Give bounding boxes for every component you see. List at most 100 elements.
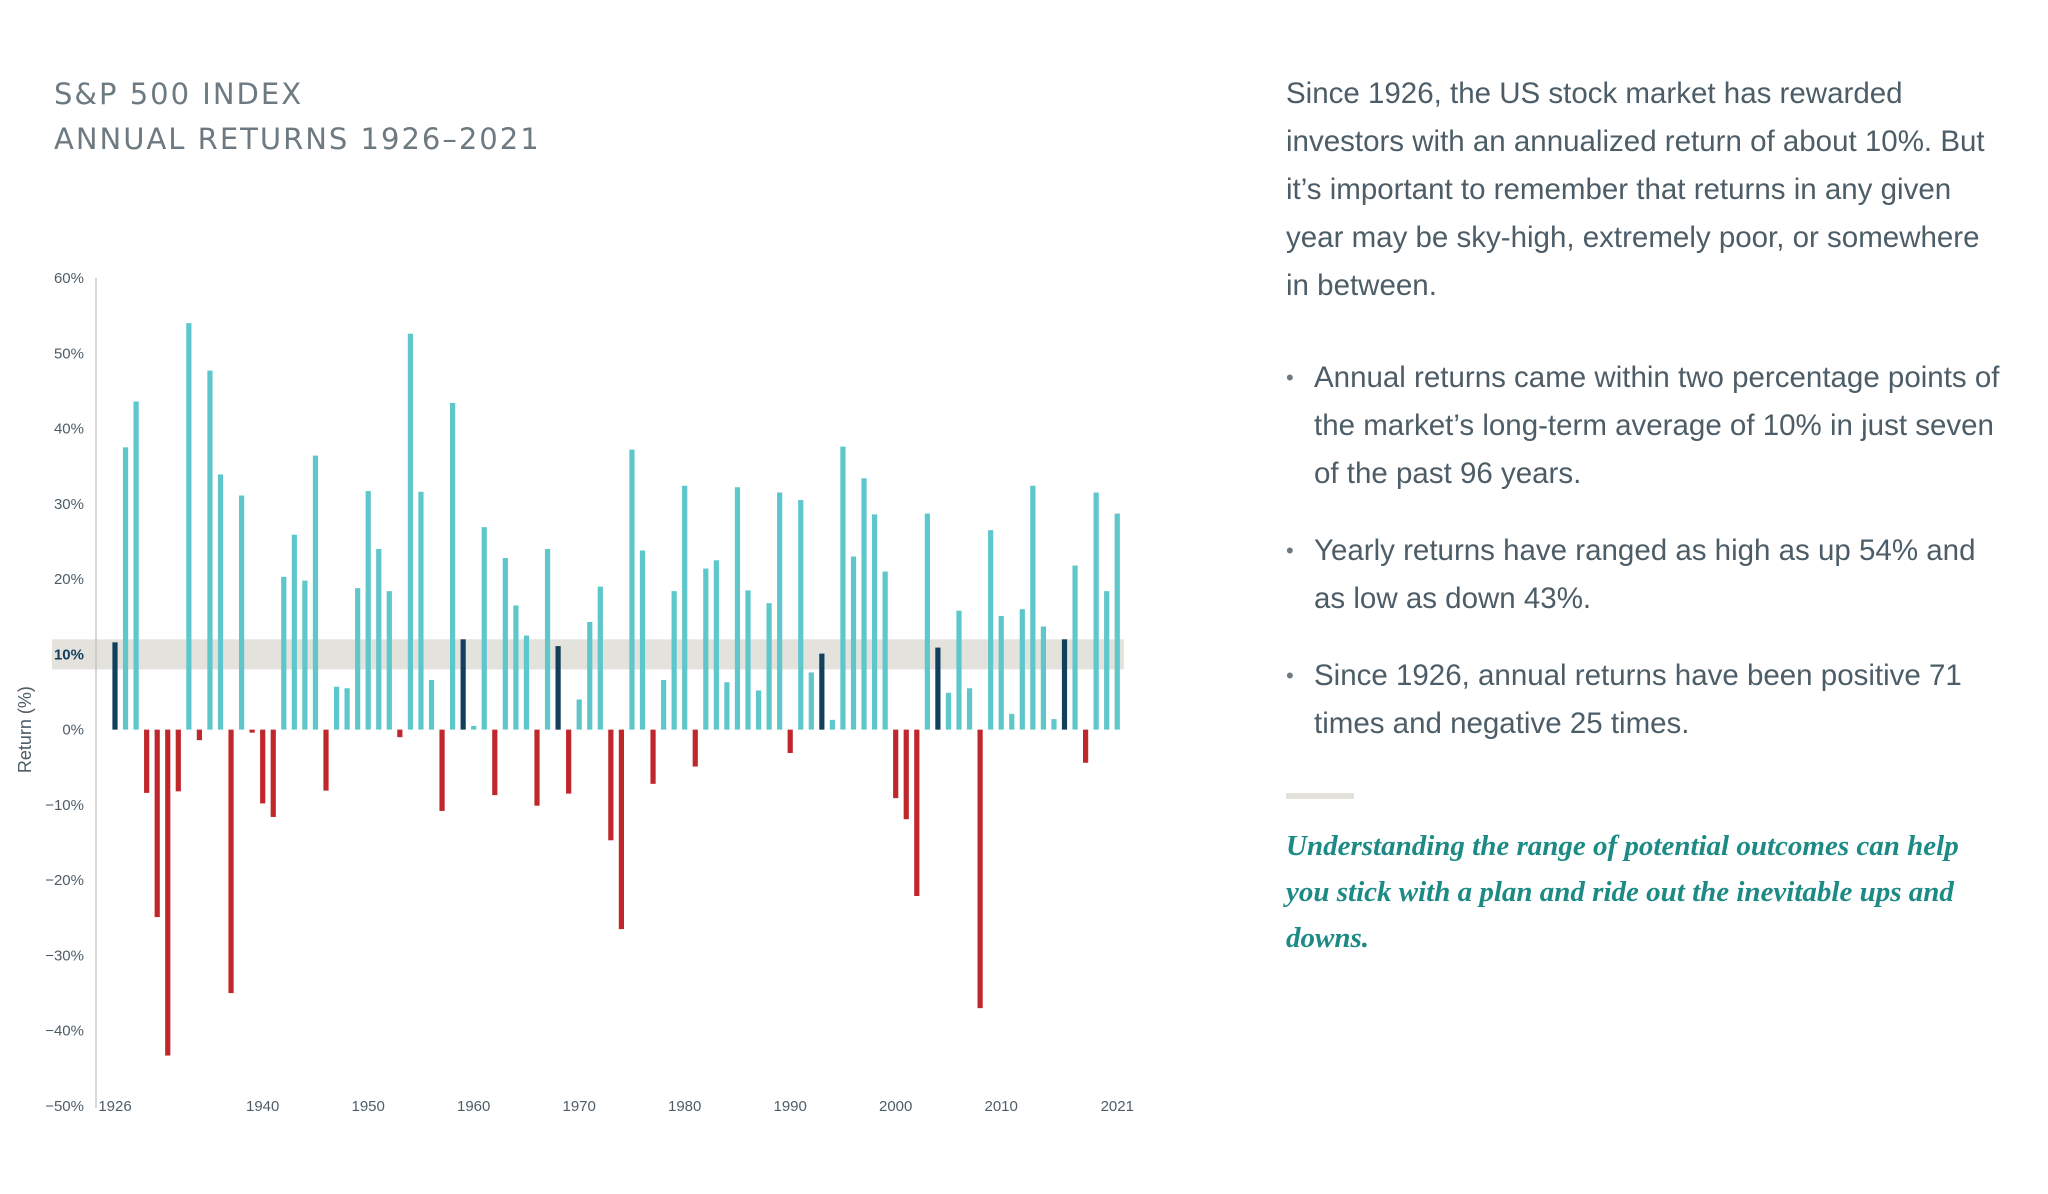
bar-1934 xyxy=(196,729,202,741)
bar-1982 xyxy=(703,568,709,730)
bar-1956 xyxy=(428,679,435,730)
chart-title-line-1: S&P 500 INDEX xyxy=(54,77,304,111)
bar-1989 xyxy=(777,492,783,730)
bar-1981 xyxy=(692,729,698,767)
y-tick-label: 10% xyxy=(54,646,84,663)
y-tick-label: −40% xyxy=(45,1023,84,1040)
bar-1950 xyxy=(365,491,371,730)
bar-1952 xyxy=(386,591,392,730)
bar-1994 xyxy=(829,719,835,730)
bullet-list: Annual returns came within two percentag… xyxy=(1286,354,2006,748)
bar-1929 xyxy=(144,729,150,793)
bar-1948 xyxy=(344,688,350,730)
bar-1926 xyxy=(112,642,118,730)
bar-1986 xyxy=(745,590,751,730)
bar-2014 xyxy=(1040,626,1046,730)
bar-2020 xyxy=(1104,591,1110,730)
bar-1927 xyxy=(122,447,129,730)
divider xyxy=(1286,793,1354,799)
bar-1965 xyxy=(523,635,530,730)
bar-2007 xyxy=(966,688,973,730)
bar-1999 xyxy=(882,571,888,730)
bar-1990 xyxy=(787,729,793,753)
bar-1949 xyxy=(355,588,361,730)
bar-1996 xyxy=(850,556,857,730)
bar-1959 xyxy=(460,639,466,730)
x-tick-label: 2010 xyxy=(985,1098,1018,1115)
bar-1972 xyxy=(597,586,603,730)
y-tick-label: 50% xyxy=(54,345,84,362)
bar-2012 xyxy=(1019,609,1025,730)
bar-2001 xyxy=(903,729,909,820)
bar-1942 xyxy=(281,576,287,730)
bar-1933 xyxy=(186,323,192,730)
bar-1931 xyxy=(165,729,171,1056)
bar-1995 xyxy=(840,446,846,730)
intro-paragraph: Since 1926, the US stock market has rewa… xyxy=(1286,77,1985,302)
bar-2016 xyxy=(1061,639,1068,730)
bar-1937 xyxy=(228,729,234,994)
bar-2000 xyxy=(893,729,899,799)
bar-1962 xyxy=(492,729,498,796)
bar-2017 xyxy=(1072,565,1078,730)
bar-1961 xyxy=(481,527,487,730)
bar-2021 xyxy=(1114,513,1120,730)
bar-2003 xyxy=(924,513,930,730)
bar-2004 xyxy=(935,647,941,730)
bar-1978 xyxy=(661,679,667,730)
bar-2010 xyxy=(998,615,1004,730)
side-panel: Since 1926, the US stock market has rewa… xyxy=(1286,70,2006,961)
bar-1985 xyxy=(734,487,741,730)
bar-1964 xyxy=(513,605,519,730)
x-tick-label: 1980 xyxy=(668,1098,701,1115)
chart-title-line-2: ANNUAL RETURNS 1926–2021 xyxy=(54,122,541,156)
y-tick-label: −30% xyxy=(45,947,84,964)
bar-1977 xyxy=(650,729,656,784)
bar-2009 xyxy=(988,530,994,730)
bar-1984 xyxy=(724,682,730,730)
bar-1963 xyxy=(502,558,508,730)
bar-2005 xyxy=(945,692,952,730)
bar-1991 xyxy=(798,500,804,730)
bar-1987 xyxy=(755,690,762,730)
bar-2013 xyxy=(1030,485,1036,730)
bar-2019 xyxy=(1093,492,1099,730)
bar-2006 xyxy=(956,610,962,730)
bar-1973 xyxy=(608,729,614,841)
bar-1960 xyxy=(471,725,477,730)
bar-2018 xyxy=(1083,729,1089,763)
bar-2002 xyxy=(914,729,920,896)
bullet-item: Annual returns came within two percentag… xyxy=(1286,354,2006,498)
bar-1946 xyxy=(323,729,329,791)
bar-1954 xyxy=(407,333,413,730)
bar-1998 xyxy=(872,514,878,730)
y-tick-label: −10% xyxy=(45,797,84,814)
bar-1941 xyxy=(270,729,276,817)
bar-1993 xyxy=(819,653,825,730)
bar-2008 xyxy=(977,729,983,1009)
bar-1975 xyxy=(629,449,635,730)
y-tick-label: 30% xyxy=(54,496,84,513)
chart-title: S&P 500 INDEX ANNUAL RETURNS 1926–2021 xyxy=(54,72,541,162)
bar-1958 xyxy=(450,402,456,730)
bar-1943 xyxy=(291,534,297,730)
bullet-item: Yearly returns have ranged as high as up… xyxy=(1286,527,2006,623)
bar-1988 xyxy=(766,603,772,730)
y-tick-label: 60% xyxy=(54,270,84,287)
bar-1940 xyxy=(260,729,266,804)
bar-1938 xyxy=(239,495,245,730)
bar-1967 xyxy=(544,548,551,730)
bar-1976 xyxy=(639,550,646,730)
bar-1935 xyxy=(207,370,213,730)
bar-1928 xyxy=(133,401,139,730)
bar-1974 xyxy=(618,729,624,930)
bar-1992 xyxy=(808,672,814,730)
bar-2015 xyxy=(1051,719,1057,730)
bar-1983 xyxy=(713,560,719,730)
x-tick-label: 1970 xyxy=(563,1098,596,1115)
bar-1970 xyxy=(576,699,582,730)
y-tick-label: 40% xyxy=(54,421,84,438)
x-tick-label: 1940 xyxy=(246,1098,279,1115)
bar-1953 xyxy=(397,729,403,738)
x-tick-label: 2000 xyxy=(879,1098,912,1115)
